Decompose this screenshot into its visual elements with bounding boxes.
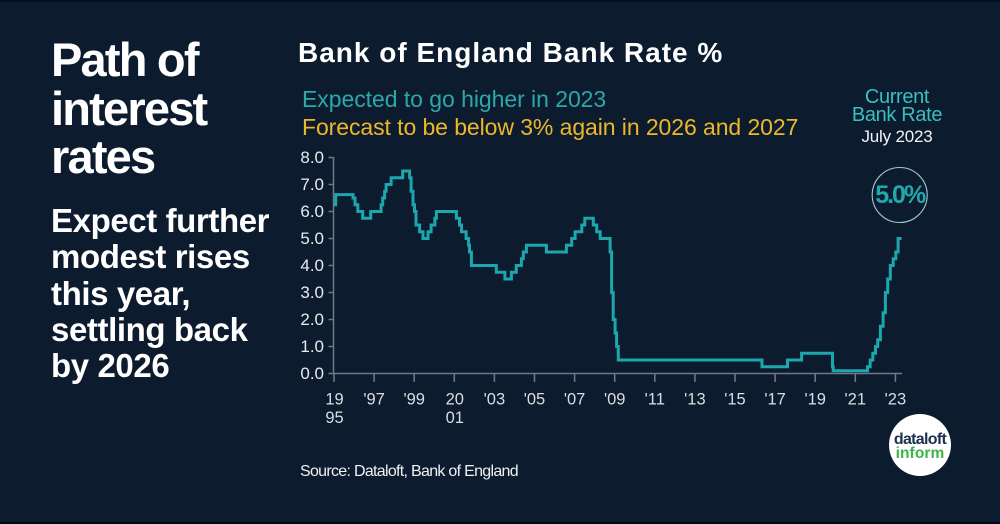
svg-text:'99: '99 [403,391,425,409]
svg-text:7.0: 7.0 [300,175,324,194]
svg-text:'15: '15 [724,391,746,409]
svg-text:01: 01 [446,409,464,427]
svg-text:5.0: 5.0 [300,229,324,248]
svg-text:'17: '17 [764,391,786,409]
svg-text:'11: '11 [645,391,665,409]
svg-text:0.0: 0.0 [300,364,324,383]
svg-text:'21: '21 [845,391,867,409]
svg-text:1.0: 1.0 [300,337,324,356]
svg-text:'19: '19 [804,391,826,409]
svg-text:'97: '97 [363,391,385,409]
svg-text:95: 95 [325,409,343,427]
svg-text:8.0: 8.0 [300,148,324,167]
svg-text:19: 19 [325,391,343,409]
svg-text:'13: '13 [684,391,706,409]
svg-text:20: 20 [446,391,464,409]
svg-text:'09: '09 [604,391,626,409]
svg-text:'03: '03 [484,391,506,409]
svg-text:'23: '23 [885,391,907,409]
svg-text:4.0: 4.0 [300,256,324,275]
svg-text:2.0: 2.0 [300,310,324,329]
svg-text:'05: '05 [524,391,546,409]
svg-text:6.0: 6.0 [300,202,324,221]
svg-text:'07: '07 [564,391,586,409]
svg-text:5.0%: 5.0% [875,181,926,209]
svg-text:3.0: 3.0 [300,283,324,302]
